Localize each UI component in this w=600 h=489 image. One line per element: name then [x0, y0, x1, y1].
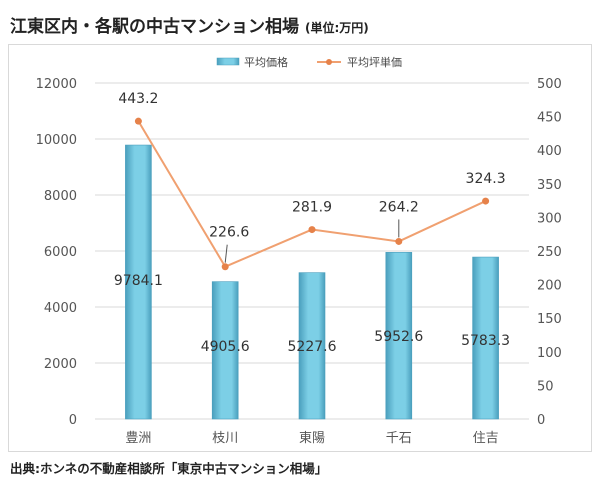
y-right-tick-label: 300: [537, 211, 562, 226]
bar-data-label: 4905.6: [201, 339, 250, 355]
y-right-tick-label: 150: [537, 312, 562, 327]
line-point: [134, 117, 142, 125]
data-label-leader: [224, 244, 228, 263]
line-data-label: 226.6: [209, 225, 249, 241]
legend-bar-swatch: [216, 57, 240, 66]
chart-title: 江東区内・各駅の中古マンション相場 (単位:万円): [10, 12, 369, 37]
line-point: [482, 197, 490, 205]
x-tick-label: 枝川: [212, 431, 238, 446]
y-left-tick-label: 6000: [44, 245, 77, 260]
y-right-tick-label: 450: [537, 111, 562, 126]
bar-data-label: 5783.3: [461, 333, 510, 349]
bar: [211, 281, 239, 420]
line-data-label: 324.3: [466, 171, 506, 187]
y-left-tick-label: 8000: [44, 189, 77, 204]
y-right-tick-label: 400: [537, 144, 562, 159]
line-data-label: 443.2: [118, 91, 158, 107]
y-left-tick-label: 2000: [44, 357, 77, 372]
line-data-label: 264.2: [379, 199, 419, 215]
x-tick-label: 住吉: [473, 431, 499, 446]
chart-frame: 0 2000 4000 6000 8000 10000 12000 0 50 100 150 200 2…: [8, 44, 592, 452]
bar: [472, 256, 499, 420]
y-right-tick-label: 250: [537, 245, 562, 260]
y-left-tick-label: 10000: [36, 133, 77, 148]
chart-title-text: 江東区内・各駅の中古マンション相場: [10, 17, 299, 37]
x-tick-label: 豊洲: [125, 431, 151, 446]
bar: [298, 272, 326, 420]
legend-bar-label: 平均価格: [244, 55, 288, 69]
bar-data-label: 5227.6: [288, 339, 337, 355]
bar-data-label: 9784.1: [114, 273, 163, 289]
bar: [125, 144, 152, 420]
line-series: [137, 120, 487, 268]
y-right-tick-label: 50: [537, 379, 554, 394]
bar: [385, 252, 413, 420]
y-right-tick-label: 0: [537, 413, 545, 428]
legend-line-marker: [326, 59, 332, 65]
y-left-tick-label: 12000: [36, 77, 77, 92]
y-left-tick-label: 0: [69, 413, 77, 428]
legend-line-label: 平均坪単価: [347, 55, 402, 69]
source-note: 出典:ホンネの不動産相談所「東京中古マンション相場」: [10, 461, 328, 476]
y-right-tick-label: 200: [537, 279, 562, 294]
y-right-tick-label: 500: [537, 77, 562, 92]
y-left-tick-label: 4000: [44, 301, 77, 316]
chart-unit-text: (単位:万円): [305, 21, 369, 35]
y-right-tick-label: 100: [537, 346, 562, 361]
line-point: [221, 263, 229, 271]
x-tick-label: 千石: [386, 431, 412, 446]
y-right-tick-label: 350: [537, 178, 562, 193]
combo-chart: 0 2000 4000 6000 8000 10000 12000 0 50 100 150 200 2…: [36, 55, 562, 446]
line-point: [395, 237, 403, 245]
bar-data-label: 5952.6: [374, 329, 423, 345]
line-point: [308, 226, 316, 234]
line-data-label: 281.9: [292, 200, 332, 216]
x-tick-label: 東陽: [299, 430, 325, 446]
